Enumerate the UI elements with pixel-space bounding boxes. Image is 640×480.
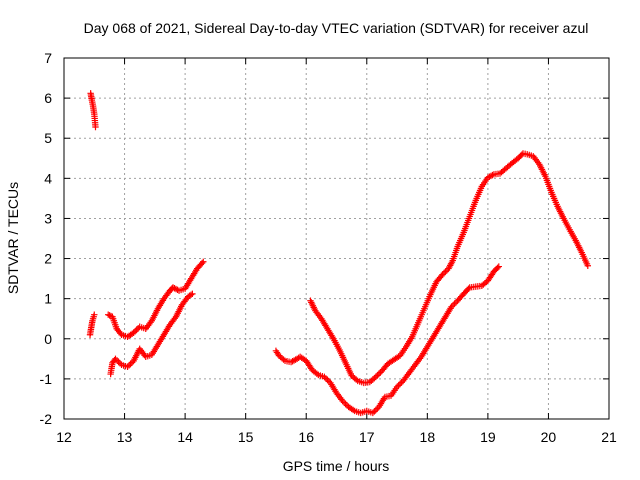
chart-title: Day 068 of 2021, Sidereal Day-to-day VTE… xyxy=(84,20,589,36)
x-tick-label: 13 xyxy=(117,429,133,445)
data-point xyxy=(494,264,501,271)
data-point xyxy=(124,363,131,371)
y-tick-label: 5 xyxy=(44,130,52,146)
y-tick-label: -1 xyxy=(40,371,53,387)
data-point xyxy=(451,300,458,307)
data-point xyxy=(342,400,349,408)
plot-frame xyxy=(63,57,610,420)
y-tick-label: 3 xyxy=(44,210,52,226)
data-point xyxy=(584,262,592,269)
x-tick-label: 20 xyxy=(541,429,557,445)
data-point xyxy=(200,258,207,265)
data-point xyxy=(280,356,287,363)
data-point xyxy=(393,383,401,391)
data-point xyxy=(127,360,134,368)
data-point xyxy=(371,408,378,415)
data-point xyxy=(112,355,119,363)
data-point xyxy=(442,268,449,275)
series-pass-d xyxy=(107,290,196,378)
data-point xyxy=(372,406,380,414)
data-point xyxy=(130,329,137,336)
x-tick-label: 19 xyxy=(480,429,496,445)
data-point xyxy=(198,259,206,267)
data-point xyxy=(134,325,142,332)
data-point xyxy=(352,376,360,383)
data-point xyxy=(106,312,113,319)
data-point xyxy=(372,373,380,381)
y-tick-label: 7 xyxy=(44,50,52,66)
series-pass-c xyxy=(105,258,207,340)
data-point xyxy=(105,311,112,318)
data-point xyxy=(340,399,348,406)
series-pass-e xyxy=(272,263,502,417)
data-point xyxy=(396,380,404,388)
y-tick-label: 6 xyxy=(44,90,52,106)
x-axis-label: GPS time / hours xyxy=(283,458,390,474)
data-point xyxy=(440,269,448,277)
data-point xyxy=(172,285,180,293)
y-tick-label: 1 xyxy=(44,291,52,307)
data-point xyxy=(116,360,124,367)
data-point xyxy=(322,375,330,382)
data-point xyxy=(91,311,98,318)
data-point xyxy=(128,359,136,366)
data-point xyxy=(115,358,122,366)
data-point xyxy=(131,328,139,335)
y-tick-label: 2 xyxy=(44,251,52,267)
data-point xyxy=(187,291,195,298)
data-point xyxy=(369,409,377,417)
data-point xyxy=(321,373,328,381)
data-point xyxy=(125,362,133,369)
data-point xyxy=(349,406,357,414)
data-point xyxy=(133,326,140,333)
series-pass-b xyxy=(86,311,98,338)
data-point xyxy=(449,301,457,309)
y-axis-label: SDTVAR / TECUs xyxy=(5,182,21,294)
data-point xyxy=(375,370,383,378)
series-pass-a xyxy=(87,90,99,131)
x-tick-label: 18 xyxy=(420,429,436,445)
data-point xyxy=(448,303,455,310)
data-point xyxy=(374,372,381,379)
data-point xyxy=(371,374,378,382)
series-pass-f xyxy=(307,150,592,387)
y-tick-label: 4 xyxy=(44,170,52,186)
x-tick-label: 12 xyxy=(56,429,72,445)
data-point xyxy=(518,151,525,158)
x-tick-label: 16 xyxy=(298,429,314,445)
data-point xyxy=(395,382,402,389)
data-point xyxy=(313,370,321,377)
data-points xyxy=(86,90,592,417)
data-point xyxy=(189,290,196,298)
grid xyxy=(64,58,609,419)
x-tick-label: 17 xyxy=(359,429,375,445)
y-tick-label: 0 xyxy=(44,331,52,347)
data-point xyxy=(465,285,472,292)
x-tick-label: 21 xyxy=(601,429,617,445)
data-point xyxy=(117,330,124,337)
data-point xyxy=(92,123,99,131)
x-tick-label: 14 xyxy=(177,429,193,445)
data-point xyxy=(495,263,502,270)
data-point xyxy=(439,271,446,278)
data-point xyxy=(489,171,496,179)
data-point xyxy=(113,357,121,364)
data-point xyxy=(339,397,346,405)
y-tick-label: -2 xyxy=(40,411,53,427)
x-tick-label: 15 xyxy=(238,429,254,445)
data-point xyxy=(324,376,331,384)
